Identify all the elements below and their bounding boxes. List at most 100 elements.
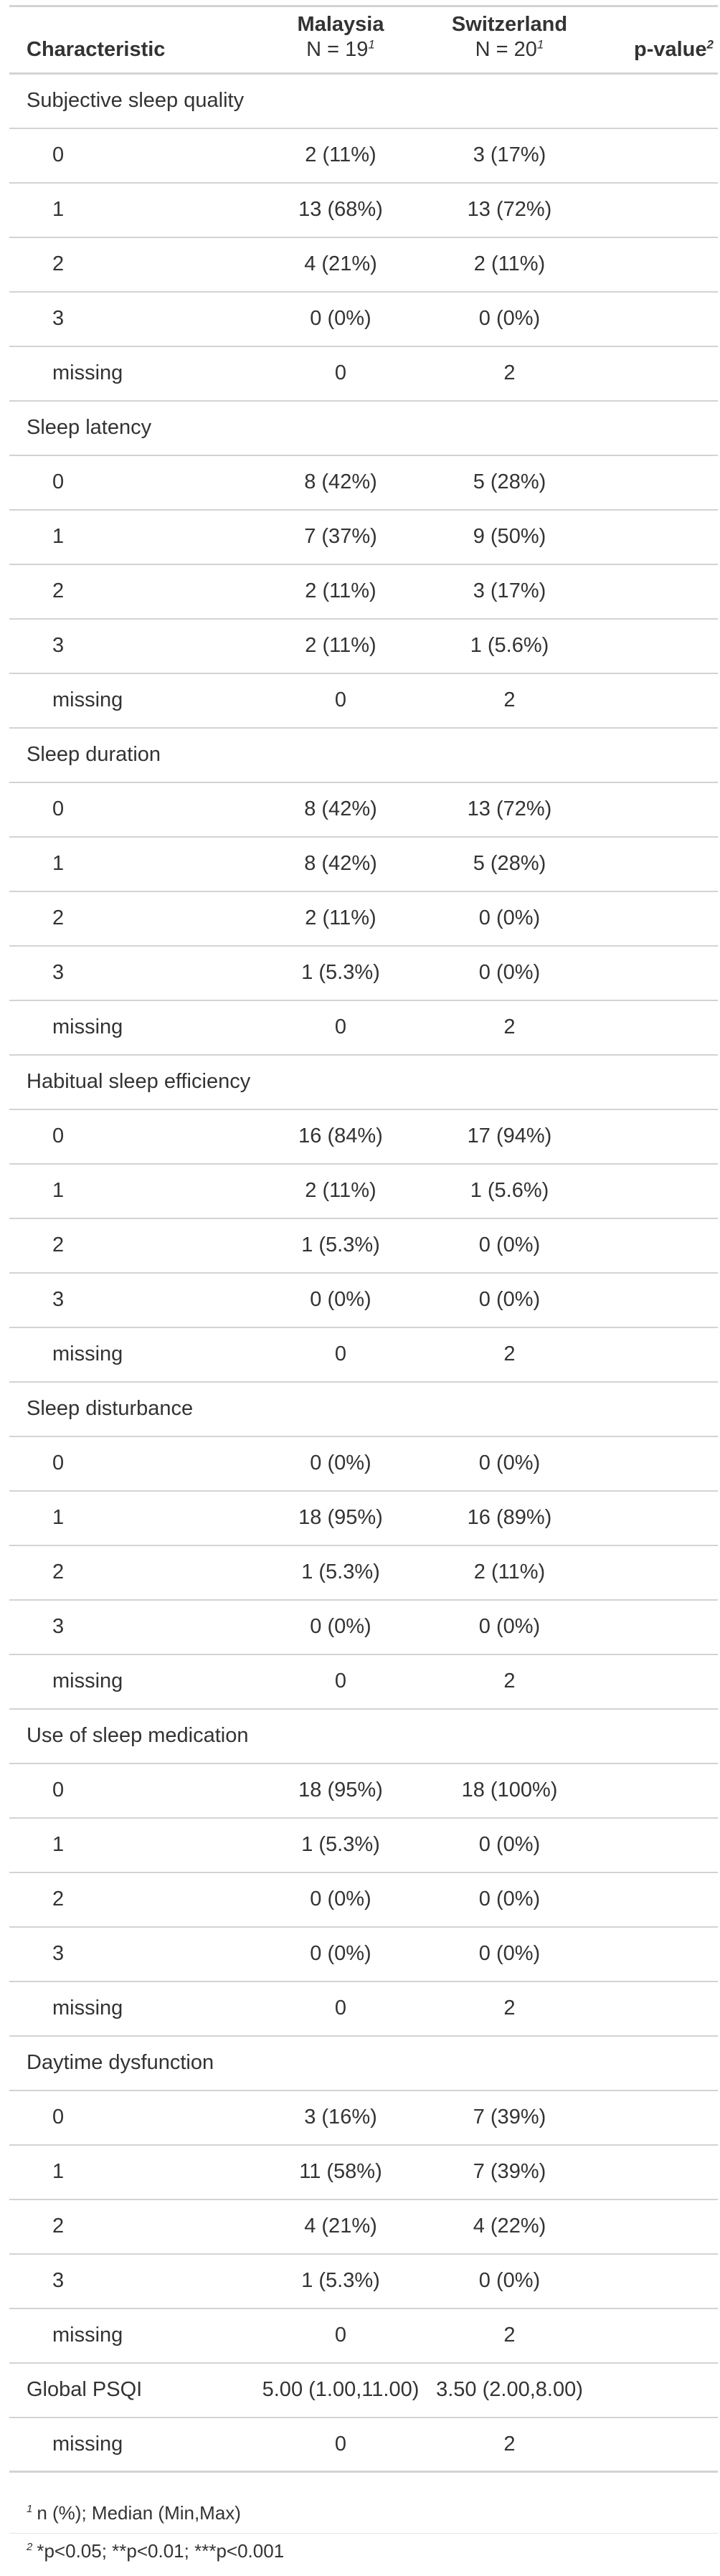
table-row-level: 3 0 (0%) 0 (0%) xyxy=(9,1927,718,1981)
cell-malaysia: 11 (58%) xyxy=(299,2160,382,2183)
cell-malaysia xyxy=(259,401,422,455)
cell-pvalue xyxy=(597,237,718,292)
cell-characteristic: missing xyxy=(52,1997,123,2019)
cell-pvalue xyxy=(597,619,718,673)
cell-characteristic: Sleep disturbance xyxy=(27,1397,194,1420)
cell-malaysia xyxy=(259,1382,422,1436)
cell-switzerland: 0 (0%) xyxy=(478,1233,541,1256)
table-row-level: 0 8 (42%) 13 (72%) xyxy=(9,782,718,837)
cell-switzerland: 2 xyxy=(503,1670,516,1692)
group-n-switzerland: N = 201 xyxy=(422,37,597,62)
cell-characteristic: missing xyxy=(52,1343,123,1365)
footnote-1: 1 n (%); Median (Min,Max) xyxy=(9,2504,718,2522)
cell-switzerland: 5 (28%) xyxy=(473,852,546,875)
cell-switzerland: 2 xyxy=(503,1015,516,1038)
table-row-variable: Sleep disturbance xyxy=(9,1382,718,1436)
table-row-level: 3 0 (0%) 0 (0%) xyxy=(9,1273,718,1327)
table-row-level: 2 1 (5.3%) 0 (0%) xyxy=(9,1218,718,1273)
cell-characteristic: Subjective sleep quality xyxy=(27,89,245,113)
group-n-malaysia: N = 191 xyxy=(259,37,422,62)
cell-characteristic: 1 xyxy=(52,198,65,221)
cell-characteristic: Habitual sleep efficiency xyxy=(27,1070,251,1093)
table-row-variable: Daytime dysfunction xyxy=(9,2036,718,2090)
cell-pvalue xyxy=(597,1327,718,1382)
cell-switzerland: 7 (39%) xyxy=(473,2106,546,2128)
cell-pvalue xyxy=(597,891,718,946)
group-n-text-switzerland: N = 20 xyxy=(475,38,537,62)
cell-pvalue xyxy=(597,2363,718,2418)
table-row-level: 3 2 (11%) 1 (5.6%) xyxy=(9,619,718,673)
cell-characteristic: 1 xyxy=(52,1179,65,1202)
table-row-level: 3 1 (5.3%) 0 (0%) xyxy=(9,946,718,1000)
cell-characteristic: missing xyxy=(52,361,123,384)
cell-pvalue xyxy=(597,728,718,782)
cell-switzerland: 13 (72%) xyxy=(467,797,552,820)
cell-malaysia: 0 (0%) xyxy=(310,1942,371,1965)
cell-characteristic: missing xyxy=(52,2432,123,2456)
cell-pvalue xyxy=(597,1600,718,1654)
cell-switzerland: 16 (89%) xyxy=(467,1506,552,1529)
table-row-level: 3 1 (5.3%) 0 (0%) xyxy=(9,2254,718,2309)
cell-pvalue xyxy=(597,510,718,564)
cell-switzerland: 1 (5.6%) xyxy=(470,634,549,657)
table-header: Characteristic Malaysia N = 191 Switzerl… xyxy=(9,6,718,74)
cell-pvalue xyxy=(597,837,718,891)
footnote-text: *p<0.05; **p<0.01; ***p<0.001 xyxy=(37,2540,285,2562)
cell-malaysia: 0 xyxy=(334,1997,347,2019)
cell-characteristic: Use of sleep medication xyxy=(27,1724,249,1747)
cell-pvalue xyxy=(597,1164,718,1218)
cell-pvalue xyxy=(597,1218,718,1273)
cell-pvalue xyxy=(597,1818,718,1872)
table-row-variable: Global PSQI 5.00 (1.00,11.00) 3.50 (2.00,8… xyxy=(9,2363,718,2418)
cell-characteristic: 2 xyxy=(52,1561,65,1583)
cell-pvalue xyxy=(597,2036,718,2090)
table-row-variable: Sleep duration xyxy=(9,728,718,782)
cell-characteristic: missing xyxy=(52,688,123,711)
cell-pvalue xyxy=(597,1000,718,1055)
table-body: Subjective sleep quality 0 2 (11%) 3 (17%) 1… xyxy=(9,74,718,2472)
cell-characteristic: 3 xyxy=(52,2269,65,2292)
cell-pvalue xyxy=(597,782,718,837)
header-characteristic: Characteristic xyxy=(27,38,166,62)
cell-pvalue xyxy=(597,2090,718,2145)
cell-switzerland xyxy=(422,1382,597,1436)
cell-malaysia: 2 (11%) xyxy=(305,143,376,166)
cell-pvalue xyxy=(597,946,718,1000)
table-row-level: 3 0 (0%) 0 (0%) xyxy=(9,1600,718,1654)
cell-malaysia: 4 (21%) xyxy=(304,252,377,275)
cell-malaysia: 2 (11%) xyxy=(305,634,376,657)
footnote-text: n (%); Median (Min,Max) xyxy=(37,2502,241,2524)
cell-malaysia: 0 xyxy=(334,1343,347,1365)
cell-pvalue xyxy=(597,74,718,128)
cell-switzerland: 2 xyxy=(503,1343,516,1365)
cell-switzerland: 0 (0%) xyxy=(478,1288,541,1311)
header-pvalue: p-value2 xyxy=(597,6,718,74)
header-group-malaysia: Malaysia N = 191 xyxy=(259,6,422,74)
group-name-switzerland: Switzerland xyxy=(451,13,568,37)
table-row-level: 0 3 (16%) 7 (39%) xyxy=(9,2090,718,2145)
cell-characteristic: missing xyxy=(52,1670,123,1692)
cell-characteristic: 2 xyxy=(52,906,65,929)
cell-characteristic: 0 xyxy=(52,470,65,493)
cell-malaysia: 1 (5.3%) xyxy=(301,2269,380,2292)
cell-characteristic: 0 xyxy=(52,1452,65,1474)
cell-malaysia: 0 xyxy=(334,2432,347,2456)
table-row-level: missing 0 2 xyxy=(9,673,718,728)
cell-pvalue xyxy=(597,1273,718,1327)
cell-pvalue xyxy=(597,1109,718,1164)
cell-pvalue xyxy=(597,564,718,619)
cell-pvalue xyxy=(597,1763,718,1818)
cell-malaysia: 1 (5.3%) xyxy=(301,961,380,984)
cell-switzerland: 0 (0%) xyxy=(478,2269,541,2292)
cell-pvalue xyxy=(597,2254,718,2309)
table-row-level: 1 2 (11%) 1 (5.6%) xyxy=(9,1164,718,1218)
group-name-malaysia: Malaysia xyxy=(297,13,384,37)
cell-switzerland: 2 xyxy=(503,2432,516,2456)
table-row-level: 2 0 (0%) 0 (0%) xyxy=(9,1872,718,1927)
cell-malaysia: 13 (68%) xyxy=(298,198,383,221)
cell-malaysia: 0 xyxy=(334,1015,347,1038)
table-row-level: missing 0 2 xyxy=(9,1654,718,1709)
cell-switzerland xyxy=(422,2036,597,2090)
cell-malaysia: 18 (95%) xyxy=(298,1779,383,1801)
